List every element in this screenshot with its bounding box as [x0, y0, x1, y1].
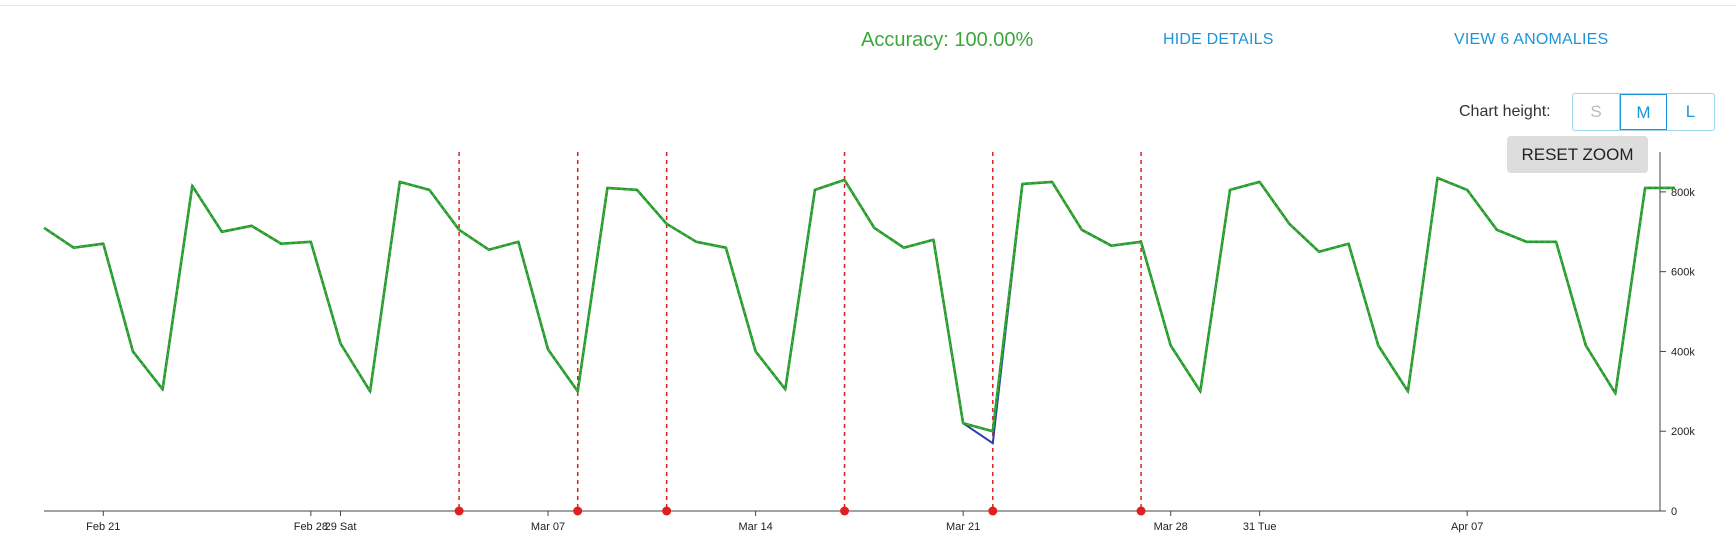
x-tick-label: Mar 28 [1154, 521, 1188, 533]
x-tick-label: Mar 14 [738, 521, 772, 533]
reset-zoom-button[interactable]: RESET ZOOM [1507, 136, 1648, 173]
y-tick-label: 200k [1671, 426, 1695, 438]
anomaly-marker [454, 506, 464, 516]
x-tick-label: 31 Tue [1243, 521, 1277, 533]
x-tick-label: Mar 21 [946, 521, 980, 533]
anomaly-marker [840, 506, 850, 516]
anomaly-marker [988, 506, 998, 516]
series-line-actual [43, 176, 1675, 433]
x-tick-label: 29 Sat [325, 521, 357, 533]
y-tick-label: 400k [1671, 346, 1695, 358]
top-divider [0, 5, 1736, 6]
y-tick-label: 800k [1671, 187, 1695, 199]
height-large-button[interactable]: L [1685, 102, 1696, 121]
x-tick-label: Apr 07 [1451, 521, 1483, 533]
accuracy-label: Accuracy: 100.00% [861, 29, 1034, 51]
view-anomalies-button[interactable]: VIEW 6 ANOMALIES [1454, 31, 1609, 48]
x-tick-label: Feb 21 [86, 521, 120, 533]
anomaly-marker [662, 506, 672, 516]
anomaly-marker [1136, 506, 1146, 516]
chart-height-label: Chart height: [1459, 103, 1551, 120]
series-line-expected [43, 176, 1675, 445]
y-tick-label: 600k [1671, 267, 1695, 279]
height-medium-button[interactable]: M [1620, 94, 1667, 130]
x-tick-label: Feb 28 [294, 521, 328, 533]
anomaly-marker [573, 506, 583, 516]
hide-details-button[interactable]: HIDE DETAILS [1163, 31, 1274, 48]
chart-height-toggle: S M L [1572, 93, 1715, 131]
x-tick-label: Mar 07 [531, 521, 565, 533]
y-tick-label: 0 [1671, 506, 1677, 518]
series-line-forecast [43, 177, 1675, 432]
height-small-button[interactable]: S [1573, 94, 1620, 130]
